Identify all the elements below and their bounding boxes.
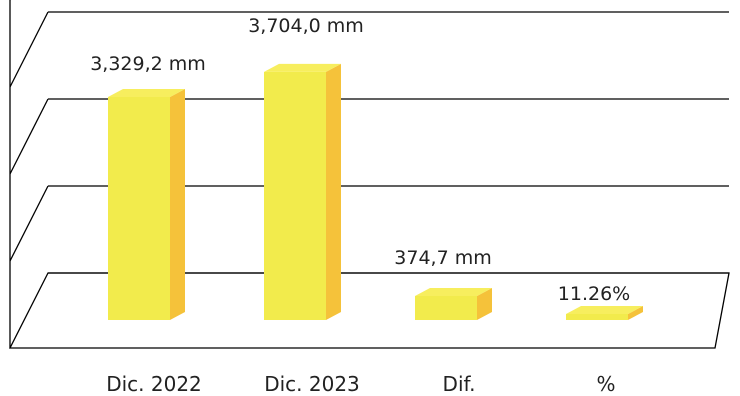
bar-front	[415, 296, 477, 320]
chart-bars	[108, 63, 643, 321]
bar-side	[326, 63, 341, 321]
chart-floor	[8, 272, 730, 349]
data-label: 3,704,0 mm	[248, 15, 364, 37]
bar-side	[170, 89, 185, 320]
category-label: Dif.	[443, 372, 476, 396]
bar-2	[264, 63, 341, 321]
data-label: 3,329,2 mm	[90, 53, 206, 75]
bar-top	[415, 288, 492, 296]
bar-front	[566, 314, 628, 320]
side-wall-gridline	[9, 98, 49, 175]
category-label: Dic. 2023	[264, 372, 360, 396]
bar-side	[628, 306, 643, 320]
bar-4	[566, 306, 643, 320]
bar-3	[415, 288, 492, 320]
category-label: Dic. 2022	[106, 372, 202, 396]
data-labels: 3,329,2 mm 3,704,0 mm 374,7 mm 11.26%	[90, 15, 630, 305]
category-labels: Dic. 2022 Dic. 2023 Dif.%	[106, 372, 615, 396]
bar-front	[264, 71, 326, 321]
bar-top	[108, 89, 185, 97]
bar-top	[264, 63, 341, 72]
category-label: %	[596, 372, 615, 396]
side-wall-gridline	[9, 11, 49, 88]
bar-top	[566, 306, 643, 314]
bar-side	[477, 288, 492, 320]
side-wall-gridline	[9, 185, 49, 262]
bar-front	[108, 97, 170, 320]
data-label: 374,7 mm	[394, 247, 491, 269]
bar-1	[108, 89, 185, 320]
data-label: 11.26%	[558, 283, 630, 305]
